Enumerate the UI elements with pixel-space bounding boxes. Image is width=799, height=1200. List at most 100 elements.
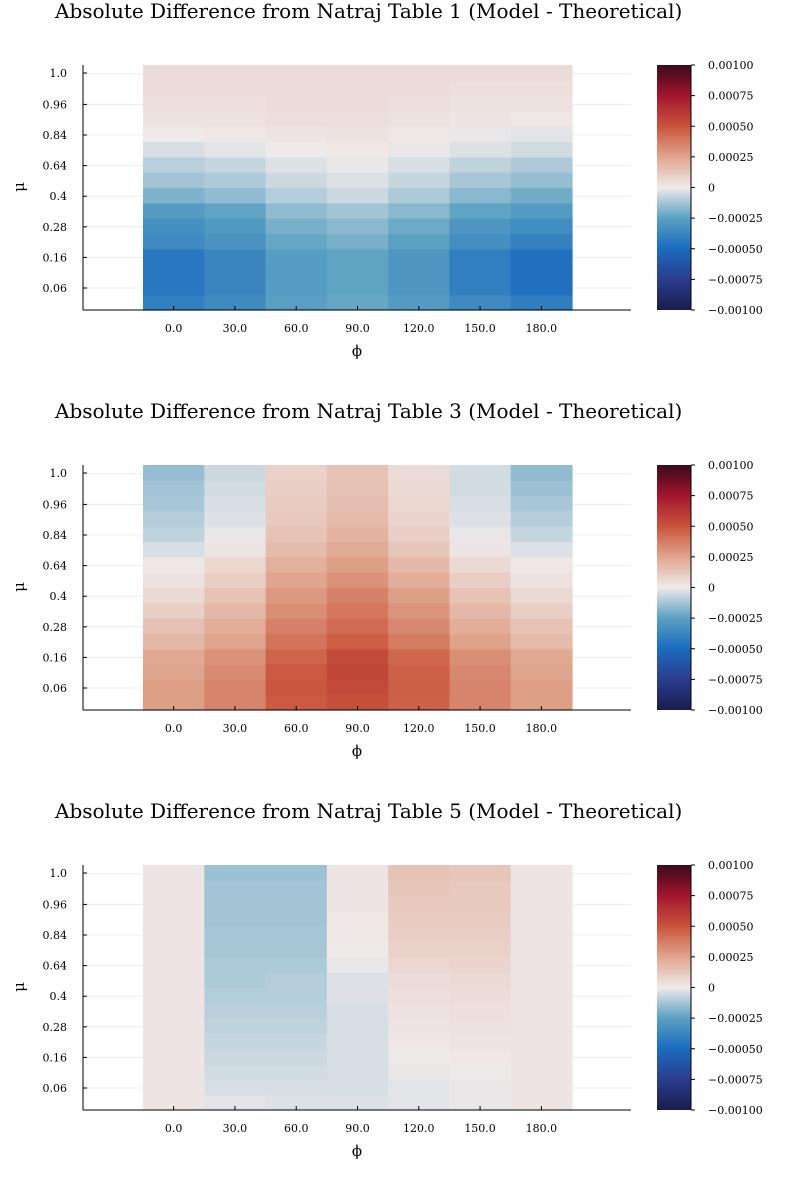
heatmap-cell	[510, 865, 573, 881]
x-tick-label: 150.0	[464, 722, 496, 735]
heatmap-cell	[143, 1064, 205, 1080]
heatmap-cell	[204, 648, 267, 665]
heatmap-cell	[449, 541, 512, 558]
heatmap-cell	[388, 156, 451, 173]
heatmap-cell	[265, 156, 328, 173]
heatmap-cell	[143, 110, 205, 127]
heatmap-cell	[449, 510, 512, 527]
y-tick-label: 0.16	[43, 651, 68, 664]
heatmap-cell	[143, 526, 205, 543]
heatmap-cell	[510, 65, 573, 81]
heatmap-cell	[388, 248, 451, 265]
heatmap-cells	[143, 465, 573, 711]
heatmap-cell	[143, 141, 205, 158]
heatmap-cell	[143, 65, 205, 81]
heatmap-cell	[326, 495, 389, 512]
y-tick-label: 0.28	[43, 621, 68, 634]
x-tick-label: 30.0	[223, 322, 248, 335]
x-tick-label: 150.0	[464, 1122, 496, 1135]
heatmap-cell	[326, 187, 389, 204]
heatmap-cell	[510, 172, 573, 189]
heatmap-cell	[326, 248, 389, 265]
heatmap-cell	[326, 895, 389, 912]
heatmap-cell	[388, 602, 451, 619]
y-tick-label: 0.06	[43, 1082, 68, 1095]
heatmap-cell	[388, 941, 451, 958]
heatmap-cell	[510, 556, 573, 573]
heatmap-cell	[510, 187, 573, 204]
heatmap-cell	[388, 480, 451, 497]
heatmap-cell	[326, 541, 389, 558]
heatmap-cell	[449, 1094, 512, 1111]
heatmap-cell	[510, 202, 573, 219]
heatmap-cell	[204, 602, 267, 619]
x-tick-label: 30.0	[223, 722, 248, 735]
heatmap-cell	[449, 664, 512, 680]
heatmap-cell	[449, 156, 512, 173]
y-tick-label: 0.16	[43, 1051, 68, 1064]
heatmap-cell	[510, 541, 573, 558]
heatmap-chart-3: Absolute Difference from Natraj Table 3 …	[10, 400, 763, 760]
heatmap-cell	[204, 880, 267, 897]
heatmap-cell	[204, 910, 267, 927]
heatmap-cell	[388, 664, 451, 680]
heatmap-cell	[204, 941, 267, 958]
heatmap-panel-5: Absolute Difference from Natraj Table 5 …	[0, 800, 799, 1200]
heatmap-cell	[510, 80, 573, 97]
colorbar	[657, 65, 691, 310]
heatmap-cell	[510, 526, 573, 543]
heatmap-cell	[265, 110, 328, 127]
heatmap-cell	[265, 1079, 328, 1096]
heatmap-cell	[204, 1079, 267, 1096]
heatmap-cell	[265, 1048, 328, 1065]
heatmap-cell	[204, 126, 267, 143]
heatmap-cell	[510, 895, 573, 912]
heatmap-cells	[143, 65, 573, 311]
y-tick-label: 0.28	[43, 1021, 68, 1034]
heatmap-cell	[449, 1002, 512, 1019]
heatmap-cell	[326, 126, 389, 143]
heatmap-cell	[265, 865, 328, 881]
heatmap-cell	[326, 264, 389, 280]
heatmap-cell	[326, 172, 389, 189]
heatmap-panel-3: Absolute Difference from Natraj Table 3 …	[0, 400, 799, 800]
heatmap-cell	[143, 279, 205, 296]
heatmap-cell	[510, 218, 573, 235]
heatmap-cell	[265, 65, 328, 81]
y-tick-label: 0.06	[43, 682, 68, 695]
y-tick-label: 0.84	[43, 929, 68, 942]
y-tick-label: 0.4	[50, 990, 68, 1003]
heatmap-cell	[143, 218, 205, 235]
x-tick-labels: 0.0 30.0 60.0 90.0 120.0 150.0 180.0	[165, 306, 557, 335]
heatmap-cell	[510, 941, 573, 958]
colorbar-tick-label: 0.00050	[708, 920, 754, 933]
x-tick-label: 90.0	[345, 1122, 370, 1135]
heatmap-cell	[143, 618, 205, 635]
colorbar-tick-labels: −0.00100 −0.00075 −0.00050 −0.00025 0 0.00025…	[691, 859, 763, 1117]
heatmap-cell	[449, 172, 512, 189]
heatmap-cell	[204, 495, 267, 512]
colorbar-tick-label: 0.00100	[708, 459, 754, 472]
heatmap-cell	[265, 294, 328, 311]
heatmap-cell	[204, 926, 267, 943]
y-tick-label: 0.84	[43, 129, 68, 142]
heatmap-cell	[388, 1064, 451, 1080]
heatmap-cell	[204, 156, 267, 173]
heatmap-cell	[449, 602, 512, 619]
heatmap-cell	[510, 1002, 573, 1019]
colorbar-tick-label: 0.00075	[708, 490, 754, 503]
colorbar-tick-labels: −0.00100 −0.00075 −0.00050 −0.00025 0 0.00025…	[691, 59, 763, 317]
y-tick-label: 0.4	[50, 590, 68, 603]
heatmap-cell	[204, 541, 267, 558]
heatmap-cell	[449, 618, 512, 635]
y-tick-label: 1.0	[50, 67, 68, 80]
x-tick-label: 60.0	[284, 1122, 309, 1135]
heatmap-cell	[204, 279, 267, 296]
heatmap-cell	[388, 233, 451, 250]
heatmap-cell	[510, 294, 573, 311]
heatmap-cell	[204, 865, 267, 881]
heatmap-cell	[388, 510, 451, 527]
heatmap-cell	[449, 587, 512, 604]
heatmap-cell	[326, 202, 389, 219]
x-tick-label: 60.0	[284, 722, 309, 735]
